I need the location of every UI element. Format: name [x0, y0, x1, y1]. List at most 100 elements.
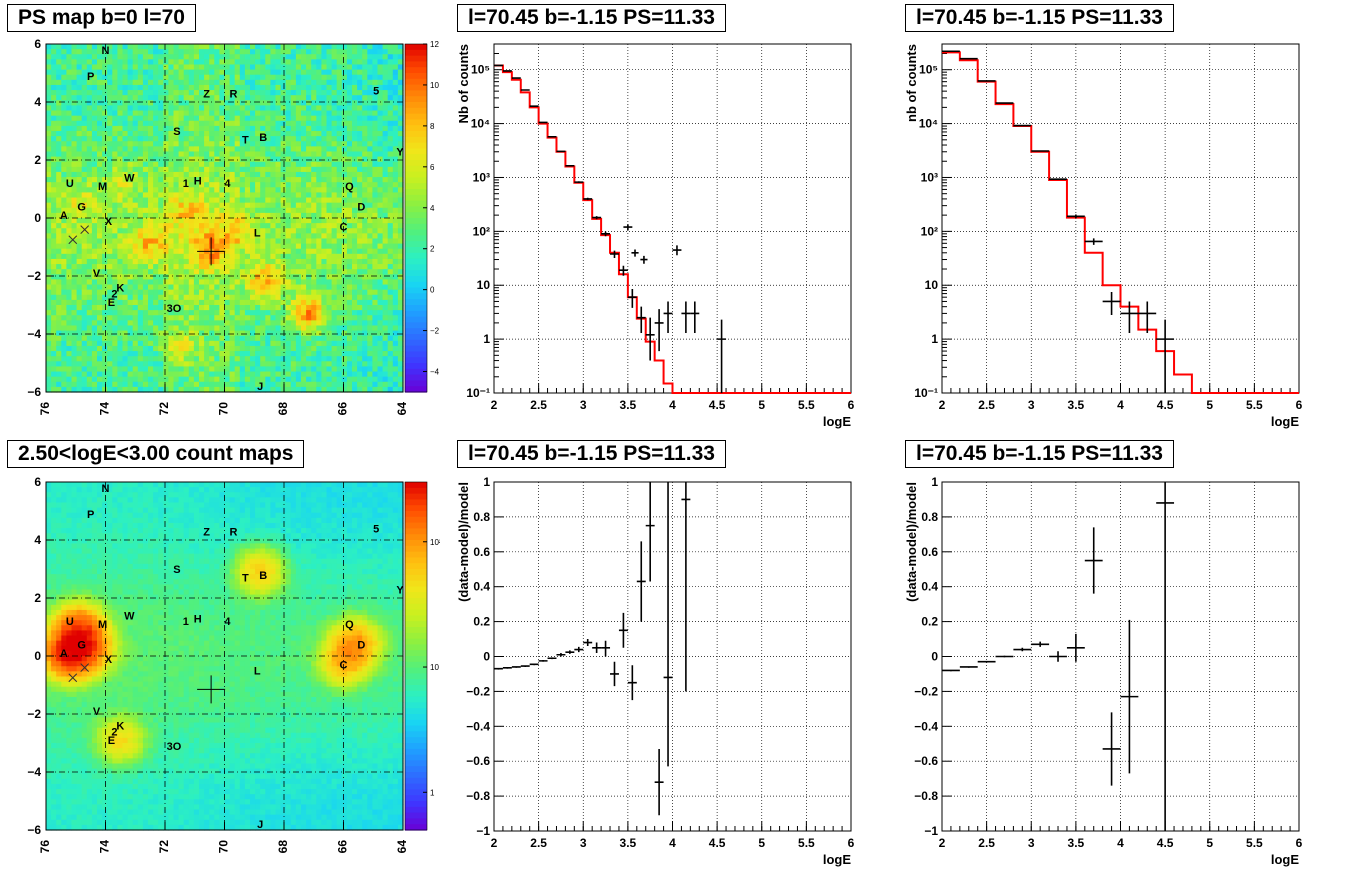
map-cell: [296, 233, 302, 239]
map-cell: [174, 372, 180, 378]
map-cell: [388, 90, 394, 96]
map-cell: [291, 177, 297, 183]
map-cell: [214, 295, 220, 301]
map-cell: [260, 208, 266, 214]
map-cell: [316, 146, 322, 152]
map-cell: [250, 49, 256, 55]
map-cell: [378, 75, 384, 81]
map-cell: [255, 208, 261, 214]
map-cell: [260, 95, 266, 101]
map-cell: [367, 187, 373, 193]
map-cell: [393, 111, 399, 117]
map-cell: [347, 315, 353, 321]
map-cell: [270, 228, 276, 234]
map-cell: [240, 233, 246, 239]
map-cell: [174, 85, 180, 91]
map-cell: [378, 351, 384, 357]
map-cell: [102, 157, 108, 163]
map-cell: [270, 167, 276, 173]
map-cell: [296, 310, 302, 316]
map-cell: [128, 382, 134, 388]
map-cell: [316, 198, 322, 204]
map-cell: [107, 351, 113, 357]
map-cell: [352, 356, 358, 362]
map-cell: [383, 372, 389, 378]
map-cell: [265, 80, 271, 86]
map-cell: [321, 254, 327, 260]
map-cell: [327, 382, 333, 388]
map-cell: [235, 172, 241, 178]
map-cell: [179, 274, 185, 280]
map-cell: [56, 346, 62, 352]
map-cell: [143, 59, 149, 65]
map-cell: [168, 162, 174, 168]
map-cell: [204, 218, 210, 224]
map-cell: [153, 341, 159, 347]
map-cell: [332, 285, 338, 291]
map-cell: [337, 305, 343, 311]
map-cell: [107, 269, 113, 275]
map-cell: [107, 264, 113, 270]
map-cell: [107, 346, 113, 352]
map-cell: [209, 290, 215, 296]
map-cell: [286, 249, 292, 255]
map-cell: [51, 151, 57, 157]
map-cell: [66, 70, 72, 76]
map-cell: [102, 111, 108, 117]
map-cell: [240, 121, 246, 127]
map-cell: [321, 182, 327, 188]
map-cell: [72, 279, 78, 285]
map-cell: [301, 203, 307, 209]
map-cell: [301, 162, 307, 168]
map-cell: [276, 218, 282, 224]
map-cell: [209, 203, 215, 209]
map-cell: [117, 198, 123, 204]
map-cell: [138, 325, 144, 331]
map-cell: [260, 146, 266, 152]
map-cell: [51, 502, 57, 508]
map-cell: [276, 116, 282, 122]
map-cell: [260, 238, 266, 244]
map-cell: [235, 325, 241, 331]
map-cell: [388, 264, 394, 270]
map-cell: [214, 361, 220, 367]
map-cell: [286, 377, 292, 383]
map-cell: [352, 274, 358, 280]
map-cell: [230, 361, 236, 367]
map-cell: [306, 157, 312, 163]
map-cell: [245, 105, 251, 111]
map-cell: [230, 377, 236, 383]
map-cell: [321, 238, 327, 244]
map-source-label: X: [105, 216, 113, 228]
map-cell: [214, 274, 220, 280]
map-cell: [301, 269, 307, 275]
map-cell: [168, 157, 174, 163]
map-cell: [82, 233, 88, 239]
map-cell: [327, 305, 333, 311]
map-cell: [138, 228, 144, 234]
map-cell: [128, 315, 134, 321]
map-cell: [168, 341, 174, 347]
map-cell: [204, 336, 210, 342]
map-cell: [174, 346, 180, 352]
map-cell: [250, 310, 256, 316]
map-cell: [327, 157, 333, 163]
map-cell: [265, 382, 271, 388]
map-cell: [214, 310, 220, 316]
map-cell: [347, 162, 353, 168]
map-cell: [235, 356, 241, 362]
map-cell: [393, 167, 399, 173]
map-cell: [184, 377, 190, 383]
map-cell: [184, 366, 190, 372]
map-cell: [66, 75, 72, 81]
map-cell: [321, 167, 327, 173]
map-cell: [158, 346, 164, 352]
map-cell: [194, 54, 200, 60]
map-cell: [102, 290, 108, 296]
map-cell: [301, 64, 307, 70]
map-cell: [281, 64, 287, 70]
map-cell: [250, 285, 256, 291]
map-cell: [250, 116, 256, 122]
map-cell: [158, 187, 164, 193]
map-cell: [286, 70, 292, 76]
